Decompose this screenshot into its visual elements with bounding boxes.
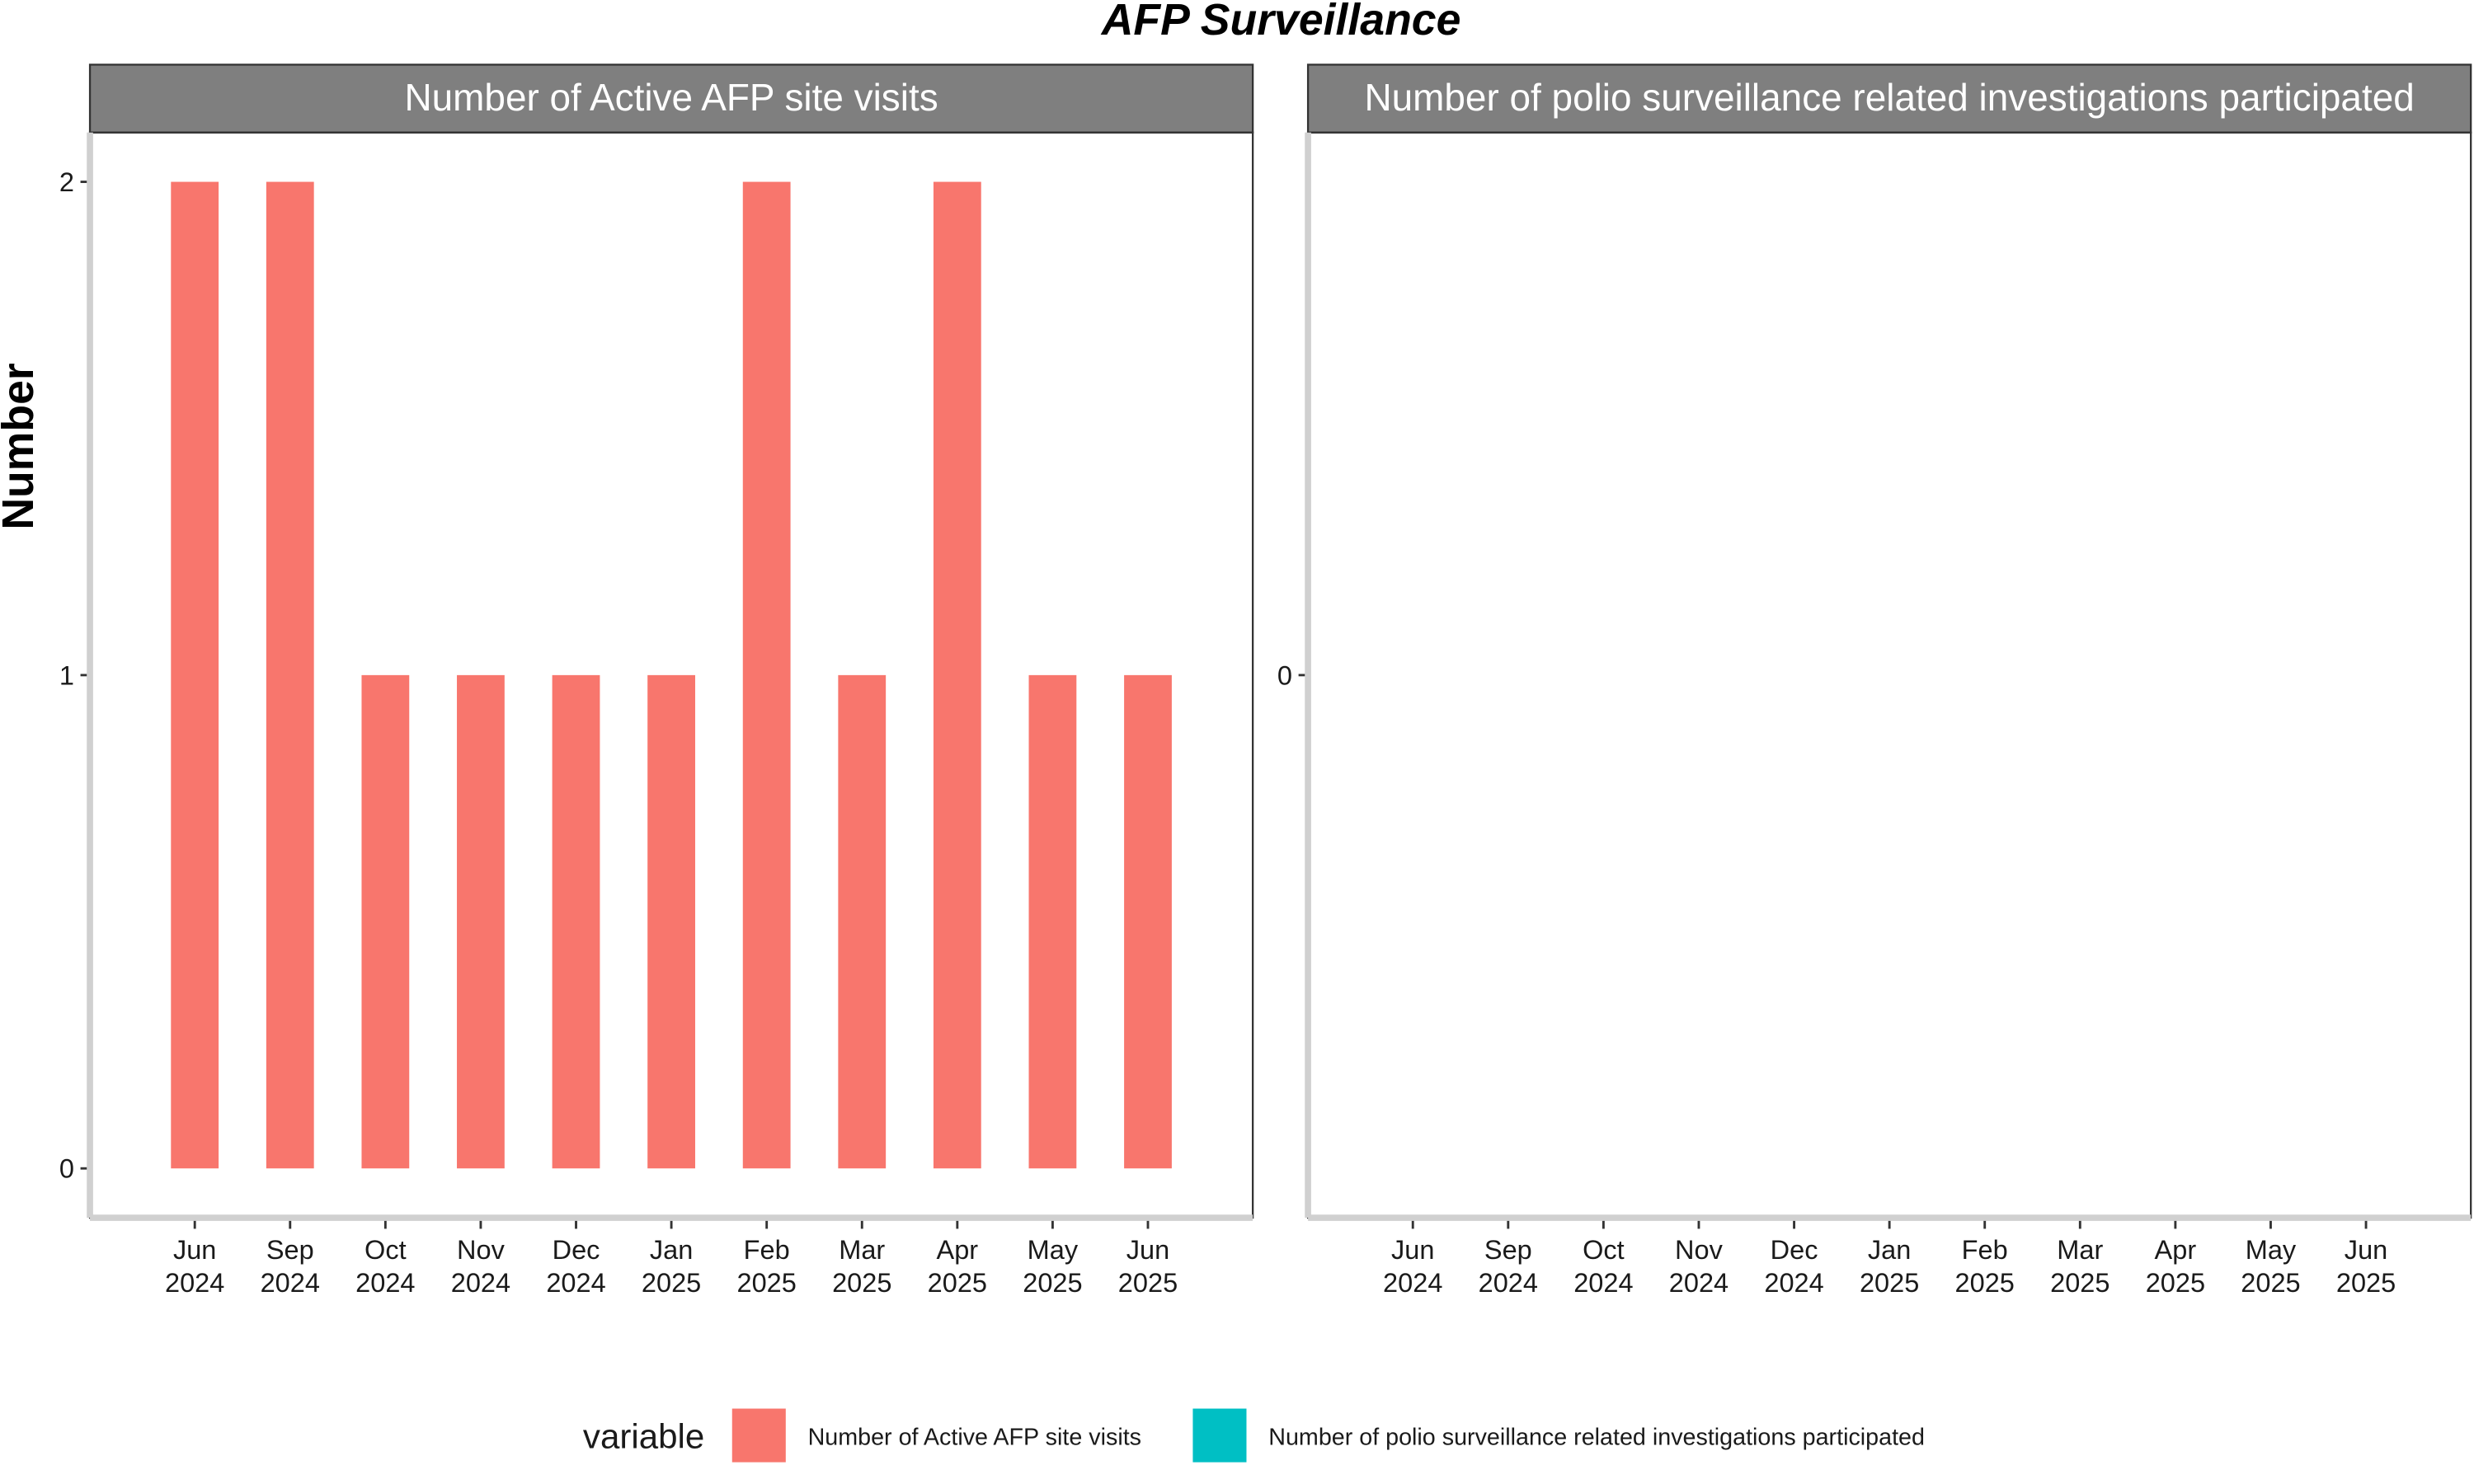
- x-tick-label: May 2025: [2241, 1235, 2300, 1298]
- bar: [933, 181, 981, 1169]
- x-tick-label: Jan 2025: [1860, 1235, 1919, 1298]
- x-tick-label: Feb 2025: [737, 1235, 797, 1298]
- x-tick-label: Dec 2024: [1764, 1235, 1823, 1298]
- x-tick-label: Jun 2025: [2336, 1235, 2396, 1298]
- y-tick-label: 1: [59, 660, 74, 690]
- facet-title: Number of Active AFP site visits: [405, 76, 938, 119]
- panel-border: [1306, 131, 2472, 1219]
- x-tick-label: Apr 2025: [928, 1235, 987, 1298]
- y-tick-label: 2: [59, 167, 74, 197]
- x-tick-label: Apr 2025: [2146, 1235, 2205, 1298]
- x-tick-label: Nov 2024: [451, 1235, 510, 1298]
- chart-title: AFP Surveillance: [1100, 0, 1461, 45]
- bar: [1028, 674, 1077, 1169]
- x-tick-label: Feb 2025: [1955, 1235, 2015, 1298]
- bar: [552, 674, 600, 1169]
- y-axis-title: Number: [0, 363, 43, 530]
- bar: [457, 674, 505, 1169]
- bar: [742, 181, 791, 1169]
- legend-label: Number of polio surveillance related inv…: [1268, 1425, 1925, 1451]
- facet-strip: [88, 63, 1254, 134]
- y-tick-label: 0: [1277, 660, 1292, 690]
- legend-title: variable: [583, 1416, 704, 1455]
- x-tick-label: May 2025: [1023, 1235, 1082, 1298]
- x-tick-label: Mar 2025: [2050, 1235, 2109, 1298]
- bar: [647, 674, 695, 1169]
- facet-title: Number of polio surveillance related inv…: [1364, 76, 2414, 119]
- x-tick-label: Sep 2024: [261, 1235, 320, 1298]
- x-tick-label: Dec 2024: [546, 1235, 605, 1298]
- bar: [1124, 674, 1172, 1169]
- x-tick-label: Oct 2024: [355, 1235, 415, 1298]
- x-tick-label: Jun 2024: [165, 1235, 224, 1298]
- x-tick-label: Mar 2025: [832, 1235, 891, 1298]
- legend-key: [731, 1408, 786, 1463]
- legend-label: Number of Active AFP site visits: [808, 1425, 1141, 1451]
- x-tick-label: Sep 2024: [1479, 1235, 1538, 1298]
- bar: [361, 674, 410, 1169]
- x-tick-label: Nov 2024: [1669, 1235, 1729, 1298]
- x-tick-label: Jun 2025: [1118, 1235, 1178, 1298]
- facet-strip: [1306, 63, 2472, 134]
- x-tick-label: Jun 2024: [1383, 1235, 1442, 1298]
- bar: [266, 181, 314, 1169]
- bar: [171, 181, 219, 1169]
- y-tick-label: 0: [59, 1154, 74, 1184]
- bar: [838, 674, 887, 1169]
- x-tick-label: Jan 2025: [642, 1235, 701, 1298]
- x-tick-label: Oct 2024: [1573, 1235, 1633, 1298]
- legend-key: [1192, 1408, 1247, 1463]
